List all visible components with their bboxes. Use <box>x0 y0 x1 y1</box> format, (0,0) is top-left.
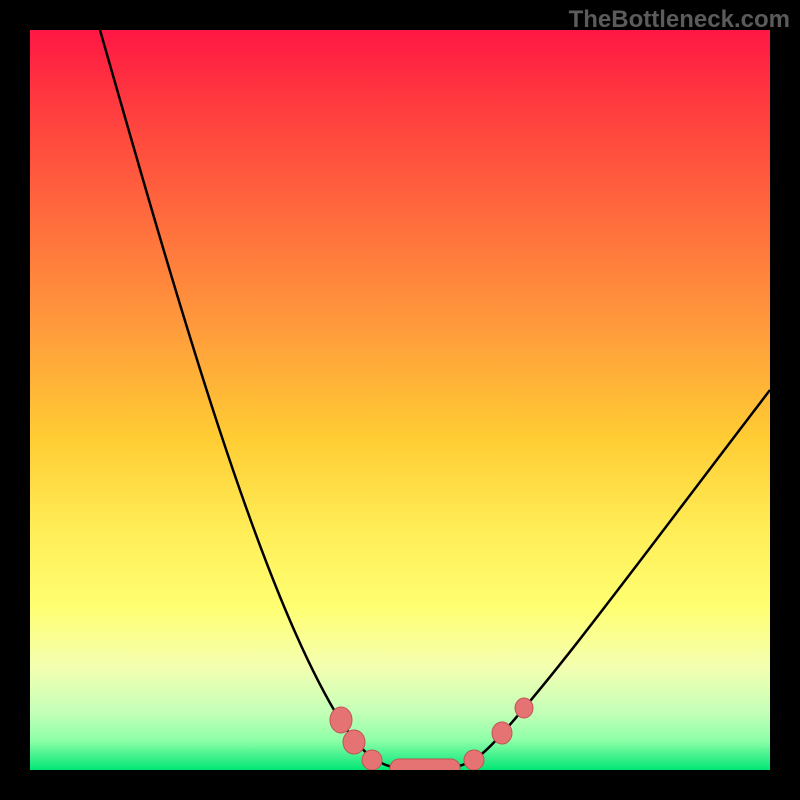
marker-0 <box>330 707 352 733</box>
watermark-text: TheBottleneck.com <box>569 6 790 34</box>
marker-6 <box>515 698 533 718</box>
marker-4 <box>464 750 484 770</box>
marker-2 <box>362 750 382 770</box>
chart-svg <box>30 30 770 770</box>
marker-5 <box>492 722 512 744</box>
bottleneck-curve <box>100 30 770 768</box>
marker-1 <box>343 730 365 754</box>
chart-outer: TheBottleneck.com <box>0 0 800 800</box>
marker-3 <box>390 759 460 770</box>
